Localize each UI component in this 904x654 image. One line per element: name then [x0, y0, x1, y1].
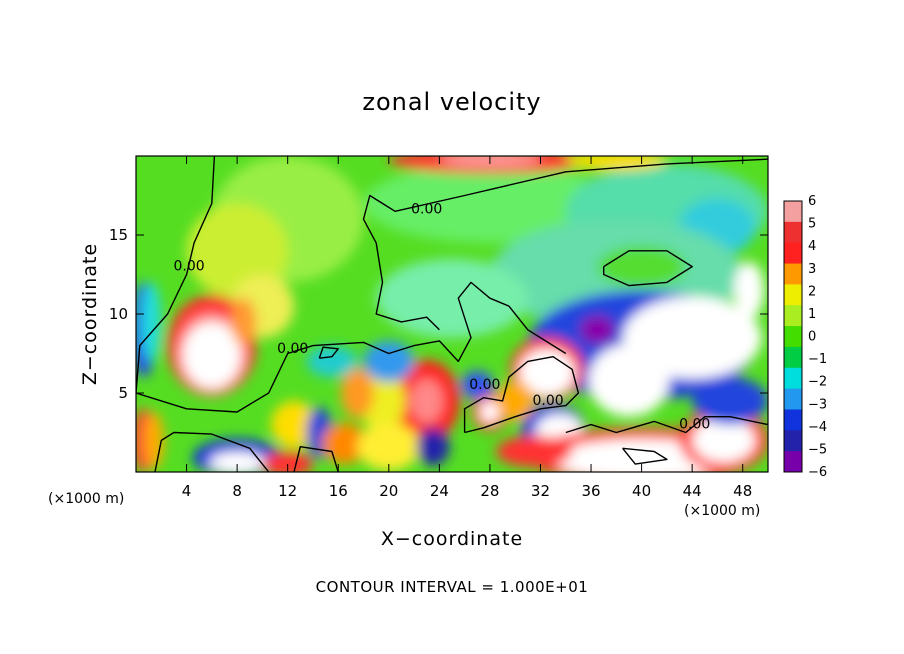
contour-line: [136, 156, 216, 394]
contour-line: [293, 446, 339, 472]
contour-label: 0.00: [174, 259, 205, 275]
colorbar-label: −5: [808, 442, 827, 457]
velocity-region: [479, 400, 501, 424]
velocity-region: [363, 340, 415, 382]
colorbar-swatch: [784, 430, 802, 452]
x-tick-label: 24: [430, 482, 449, 500]
x-tick-label: 20: [379, 482, 398, 500]
velocity-region: [692, 377, 768, 425]
x-tick-label: 8: [232, 482, 242, 500]
velocity-region: [186, 203, 288, 299]
colorbar-label: 4: [808, 239, 816, 254]
x-tick-label: 36: [581, 482, 600, 500]
contour-line: [136, 281, 567, 413]
x-tick-label: 28: [480, 482, 499, 500]
colorbar-label: 6: [808, 194, 816, 209]
colorbar-swatch: [784, 409, 802, 431]
velocity-region: [376, 258, 528, 338]
colorbar-swatch: [784, 388, 802, 410]
contour-line: [154, 431, 270, 472]
colorbar-label: −6: [808, 465, 827, 480]
velocity-region: [363, 163, 617, 243]
velocity-region: [182, 321, 241, 389]
colorbar-label: 0: [808, 330, 816, 345]
x-tick-label: 48: [733, 482, 752, 500]
colorbar-label: −4: [808, 420, 827, 435]
contour-label: 0.00: [277, 341, 308, 357]
colorbar-swatch: [784, 326, 802, 348]
x-tick-label: 44: [683, 482, 702, 500]
colorbar-swatch: [784, 367, 802, 390]
y-tick-label: 15: [109, 226, 128, 244]
x-tick-label: 4: [182, 482, 192, 500]
velocity-region: [597, 246, 686, 288]
velocity-region: [579, 315, 616, 345]
x-unit-label-right: (×1000 m): [684, 503, 761, 519]
contour-label: 0.00: [679, 417, 710, 433]
colorbar-swatch: [784, 201, 802, 223]
y-axis-label: Z−coordinate: [79, 242, 101, 386]
colorbar-label: 5: [808, 217, 816, 232]
contour-interval-note: CONTOUR INTERVAL = 1.000E+01: [315, 578, 589, 596]
velocity-region: [271, 400, 317, 449]
x-tick-label: 12: [278, 482, 297, 500]
colorbar-swatch: [784, 451, 802, 473]
velocity-region: [410, 378, 444, 424]
colorbar-label: 1: [808, 307, 816, 322]
contour-line: [362, 158, 768, 331]
y-tick-label: 5: [118, 384, 128, 402]
velocity-region: [692, 418, 756, 463]
velocity-region: [306, 345, 358, 378]
x-tick-label: 40: [632, 482, 651, 500]
velocity-region: [357, 423, 421, 471]
x-tick-label: 32: [531, 482, 550, 500]
contour-labels: 0.00 0.00 0.00 0.00 0.00 0.00: [174, 202, 711, 433]
x-tick-label: 16: [329, 482, 348, 500]
colorbar-label: −1: [808, 352, 827, 367]
x-unit-label-left: (×1000 m): [48, 491, 125, 507]
contour-line: [565, 416, 768, 434]
contour-line: [318, 346, 339, 359]
colorbar-label: −3: [808, 397, 827, 412]
velocity-region: [230, 298, 257, 346]
contour-line: [463, 356, 580, 434]
contour-line: [622, 447, 668, 465]
velocity-region: [209, 451, 265, 472]
colorbar-label: 2: [808, 284, 816, 299]
colorbar-swatch: [784, 305, 802, 327]
y-axis: 5 10 15: [109, 226, 768, 402]
x-axis-label: X−coordinate: [380, 528, 524, 550]
colorbar-label: −2: [808, 375, 827, 390]
colorbar-swatch: [784, 284, 802, 306]
velocity-region: [262, 451, 313, 472]
colorbar-swatch: [784, 346, 802, 369]
colorbar-frame: [783, 200, 803, 473]
contour-line: [603, 250, 693, 287]
colorbar-label: 3: [808, 262, 816, 277]
colorbar-swatch: [784, 242, 802, 265]
y-tick-label: 10: [109, 305, 128, 323]
velocity-region: [141, 282, 162, 362]
x-axis: 4 8 12 16 20 24 28 32 36 40 44 48: [182, 156, 752, 500]
velocity-region: [460, 370, 494, 400]
contour-label: 0.00: [411, 202, 442, 218]
heatmap-field: [136, 156, 768, 472]
colorbar-swatch: [784, 221, 802, 244]
colorbar: 6 5 4 3 2 1 0 −1 −2 −3 −4 −5 −6: [783, 194, 827, 480]
contour-label: 0.00: [469, 377, 500, 393]
contour-label: 0.00: [532, 393, 563, 409]
chart-title: zonal velocity: [362, 88, 542, 116]
velocity-region: [733, 261, 765, 319]
colorbar-swatch: [784, 263, 802, 285]
velocity-region: [416, 427, 450, 466]
velocity-region: [588, 344, 670, 417]
velocity-region: [496, 435, 573, 468]
velocity-region: [340, 367, 374, 419]
